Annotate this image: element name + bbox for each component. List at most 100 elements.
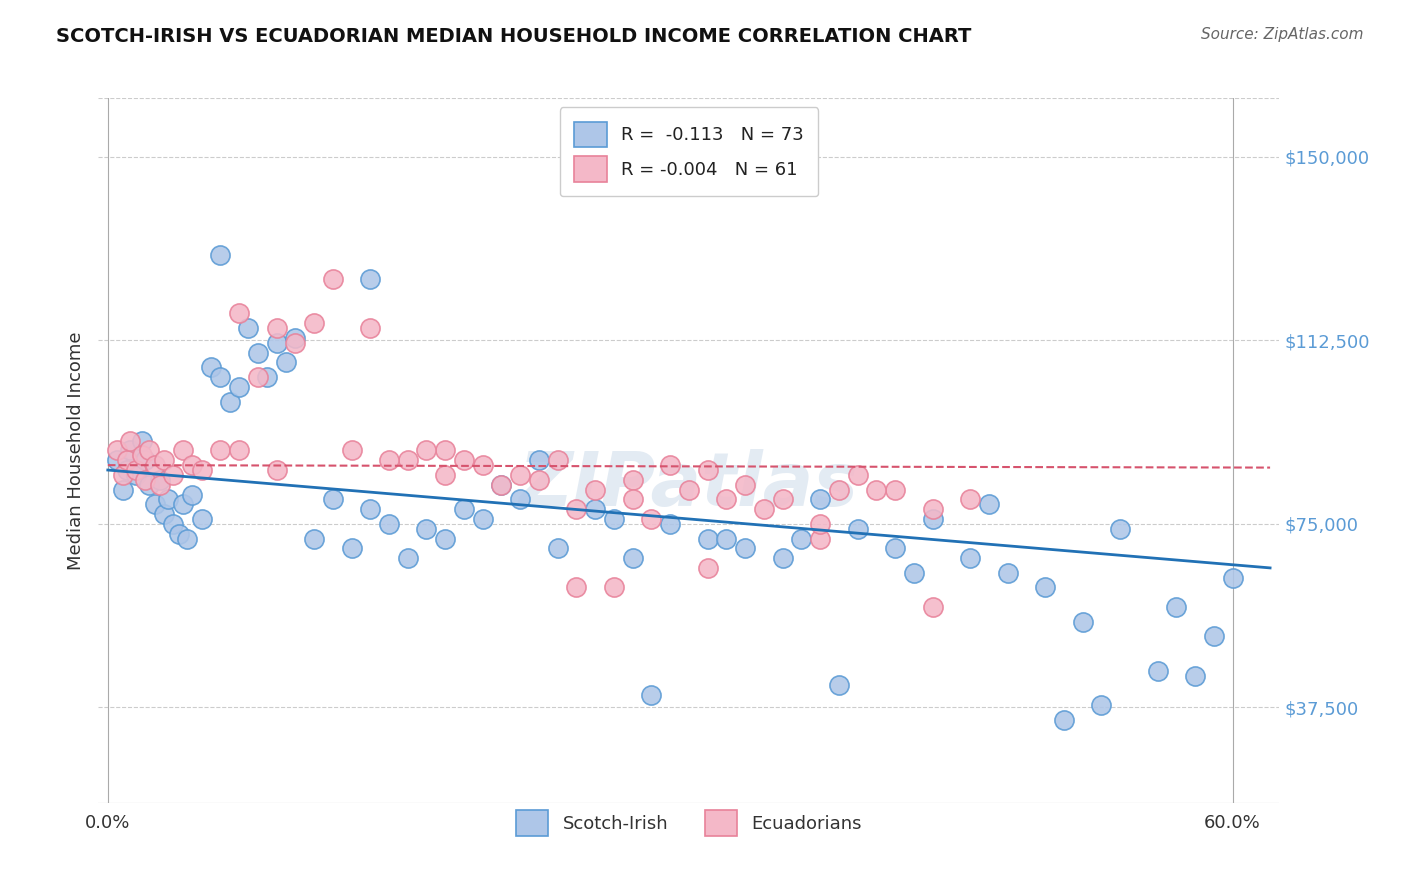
Point	[131, 448, 153, 462]
Point	[149, 477, 172, 491]
Point	[359, 321, 381, 335]
Point	[1146, 664, 1168, 678]
Point	[266, 463, 288, 477]
Point	[471, 512, 494, 526]
Point	[640, 688, 662, 702]
Point	[378, 453, 401, 467]
Point	[246, 370, 269, 384]
Point	[846, 522, 869, 536]
Point	[131, 434, 153, 448]
Text: Source: ZipAtlas.com: Source: ZipAtlas.com	[1201, 27, 1364, 42]
Point	[716, 492, 738, 507]
Point	[808, 516, 831, 531]
Point	[583, 483, 606, 497]
Point	[1071, 615, 1094, 629]
Point	[959, 551, 981, 566]
Point	[621, 473, 644, 487]
Point	[471, 458, 494, 472]
Point	[322, 492, 344, 507]
Point	[434, 467, 457, 482]
Point	[527, 473, 550, 487]
Point	[1090, 698, 1112, 712]
Point	[125, 467, 148, 482]
Point	[921, 512, 943, 526]
Point	[302, 532, 325, 546]
Point	[111, 483, 134, 497]
Point	[181, 458, 204, 472]
Point	[1033, 581, 1056, 595]
Point	[884, 483, 907, 497]
Point	[696, 463, 718, 477]
Point	[105, 443, 128, 458]
Point	[846, 467, 869, 482]
Point	[396, 551, 419, 566]
Point	[1202, 629, 1225, 643]
Text: ZIPatlas: ZIPatlas	[519, 450, 859, 522]
Point	[302, 316, 325, 330]
Point	[659, 458, 682, 472]
Point	[266, 321, 288, 335]
Point	[162, 467, 184, 482]
Point	[659, 516, 682, 531]
Point	[621, 492, 644, 507]
Point	[565, 581, 588, 595]
Point	[228, 306, 250, 320]
Point	[1184, 668, 1206, 682]
Point	[808, 492, 831, 507]
Point	[696, 561, 718, 575]
Point	[246, 345, 269, 359]
Point	[149, 473, 172, 487]
Point	[678, 483, 700, 497]
Point	[143, 497, 166, 511]
Point	[547, 541, 569, 556]
Point	[125, 463, 148, 477]
Point	[138, 443, 160, 458]
Point	[583, 502, 606, 516]
Point	[509, 492, 531, 507]
Point	[274, 355, 297, 369]
Point	[1166, 600, 1188, 615]
Point	[218, 394, 240, 409]
Point	[156, 492, 179, 507]
Point	[865, 483, 887, 497]
Point	[997, 566, 1019, 580]
Point	[266, 335, 288, 350]
Point	[162, 516, 184, 531]
Point	[734, 477, 756, 491]
Point	[808, 532, 831, 546]
Point	[1109, 522, 1132, 536]
Point	[209, 443, 232, 458]
Point	[172, 443, 194, 458]
Point	[527, 453, 550, 467]
Point	[143, 458, 166, 472]
Point	[640, 512, 662, 526]
Point	[190, 512, 212, 526]
Point	[322, 272, 344, 286]
Point	[238, 321, 260, 335]
Point	[453, 502, 475, 516]
Point	[190, 463, 212, 477]
Y-axis label: Median Household Income: Median Household Income	[66, 331, 84, 570]
Point	[921, 502, 943, 516]
Point	[734, 541, 756, 556]
Point	[153, 507, 176, 521]
Point	[284, 335, 307, 350]
Point	[120, 434, 142, 448]
Point	[903, 566, 925, 580]
Point	[772, 492, 794, 507]
Point	[340, 541, 363, 556]
Point	[340, 443, 363, 458]
Point	[134, 453, 156, 467]
Point	[200, 360, 222, 375]
Point	[509, 467, 531, 482]
Point	[453, 453, 475, 467]
Point	[434, 443, 457, 458]
Point	[105, 453, 128, 467]
Point	[209, 248, 232, 262]
Text: SCOTCH-IRISH VS ECUADORIAN MEDIAN HOUSEHOLD INCOME CORRELATION CHART: SCOTCH-IRISH VS ECUADORIAN MEDIAN HOUSEH…	[56, 27, 972, 45]
Point	[167, 526, 190, 541]
Point	[434, 532, 457, 546]
Point	[111, 467, 134, 482]
Point	[153, 453, 176, 467]
Point	[977, 497, 1000, 511]
